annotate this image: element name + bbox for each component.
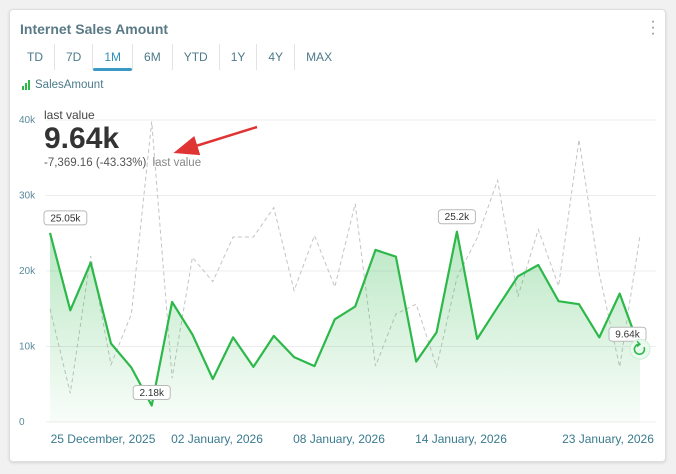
data-label: 25.05k bbox=[43, 210, 88, 226]
tab-6m[interactable]: 6M bbox=[133, 44, 173, 70]
bar-chart-icon bbox=[22, 80, 30, 90]
y-tick-label: 30k bbox=[19, 191, 36, 202]
y-tick-label: 0 bbox=[19, 417, 25, 428]
delta-suffix: last value bbox=[152, 157, 202, 169]
summary-value: 9.64k bbox=[44, 122, 120, 155]
tab-7d[interactable]: 7D bbox=[55, 44, 94, 70]
summary-label: last value bbox=[44, 108, 95, 122]
tab-1m[interactable]: 1M bbox=[93, 44, 134, 71]
time-range-tabs: TD 7D 1M 6M YTD 1Y 4Y MAX bbox=[16, 44, 343, 71]
x-tick-label: 14 January, 2026 bbox=[415, 432, 507, 446]
svg-text:25.2k: 25.2k bbox=[445, 212, 470, 223]
tab-max[interactable]: MAX bbox=[306, 50, 333, 64]
legend-label: SalesAmount bbox=[35, 79, 104, 91]
svg-text:25.05k: 25.05k bbox=[50, 213, 81, 224]
y-tick-label: 20k bbox=[19, 266, 36, 277]
delta-value: -7,369.16 bbox=[44, 157, 93, 169]
x-tick-label: 25 December, 2025 bbox=[51, 432, 156, 446]
sales-area-fill bbox=[50, 231, 640, 422]
svg-text:9.64k: 9.64k bbox=[615, 330, 640, 341]
comparison-series-line bbox=[49, 121, 641, 394]
data-label: 9.64k bbox=[608, 326, 647, 342]
x-tick-label: 23 January, 2026 bbox=[562, 432, 654, 446]
tab-1y[interactable]: 1Y bbox=[220, 44, 258, 70]
summary-delta: -7,369.16 (-43.33%) last value bbox=[44, 157, 201, 169]
data-label: 2.18k bbox=[132, 385, 171, 401]
x-tick-label: 08 January, 2026 bbox=[293, 432, 385, 446]
refresh-icon[interactable] bbox=[629, 338, 651, 360]
tab-ytd[interactable]: YTD bbox=[173, 44, 220, 70]
tab-4y[interactable]: 4Y bbox=[257, 44, 296, 70]
more-vertical-icon[interactable]: · · · bbox=[650, 13, 656, 42]
x-tick-label: 02 January, 2026 bbox=[171, 432, 263, 446]
y-tick-label: 40k bbox=[19, 115, 36, 126]
svg-text:2.18k: 2.18k bbox=[139, 388, 164, 399]
y-tick-label: 10k bbox=[19, 342, 36, 353]
delta-percent: (-43.33%) bbox=[95, 157, 147, 169]
annotation-arrow bbox=[173, 125, 258, 156]
last-value-summary: last value 9.64k -7,369.16 (-43.33%) las… bbox=[44, 108, 201, 169]
tab-td[interactable]: TD bbox=[16, 44, 55, 70]
widget-title: Internet Sales Amount bbox=[20, 21, 169, 37]
legend-item-salesamount[interactable]: SalesAmount bbox=[22, 79, 103, 91]
data-label: 25.2k bbox=[437, 209, 476, 225]
